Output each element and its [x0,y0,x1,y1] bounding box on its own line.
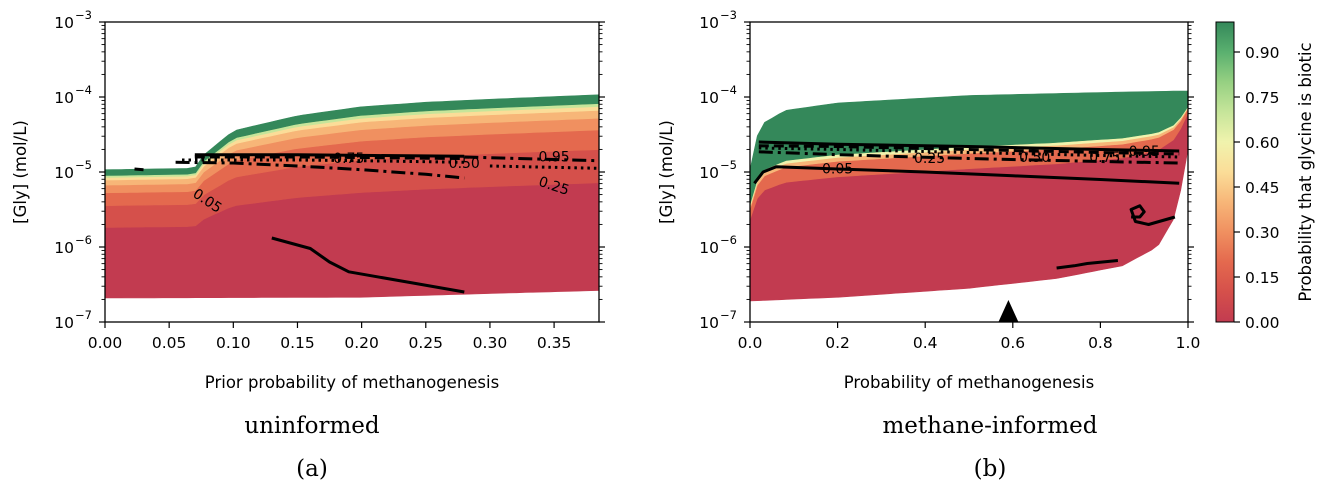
y-tick-exponent: −5 [720,158,737,172]
contour-label: 0.75 [333,151,364,167]
contour-label: 0.50 [1019,150,1050,166]
y-tick-exponent: −4 [75,83,92,97]
contour-line [464,155,599,163]
contour-label: 0.95 [1129,144,1160,160]
y-tick-exponent: −3 [75,8,92,22]
colorbar-gradient [1215,21,1235,323]
contour-label: 0.50 [449,156,480,172]
x-tick-label: 0.35 [537,334,572,352]
colorbar-tick-label: 0.00 [1245,314,1280,332]
x-tick-label: 0.30 [473,334,508,352]
panel-a: 0.05 0.75 0.50 0.95 0.25 0.00 0.05 0.10 0.15 0.2… [11,8,605,482]
triangle-marker [998,300,1019,322]
contour-label: 0.25 [914,151,945,167]
contour-line [194,153,465,158]
y-tick-exponent: −6 [75,233,92,247]
panel-b-y-ticks: 10−710−610−510−410−3 [699,8,1194,332]
y-tick-label: 10 [699,14,719,32]
probability-band [105,94,599,176]
panel-b-x-axis-label: Probability of methanogenesis [844,373,1094,392]
panel-b-contour-lines [753,140,1180,270]
x-tick-label: 0.4 [913,334,938,352]
y-tick-label: 10 [699,314,719,332]
contour-line [175,160,465,180]
y-tick-exponent: −3 [720,8,737,22]
panel-b-caption-title: methane-informed [882,413,1097,439]
colorbar-ticks: 0.00 0.15 0.30 0.45 0.60 0.75 0.90 [1234,44,1280,332]
panel-a-caption-label: (a) [296,456,328,482]
y-tick-label: 10 [54,164,74,182]
panel-a-caption-title: uninformed [244,413,380,439]
colorbar-tick-label: 0.15 [1245,269,1280,287]
x-tick-label: 0.00 [88,334,123,352]
contour-line [1129,204,1176,226]
panel-b: 0.050.25 0.50 0.75 0.95 0.0 0.2 0.4 0.6 0.8 1.0 … [657,8,1200,482]
contour-line [194,155,465,160]
y-tick-exponent: −6 [720,233,737,247]
y-tick-label: 10 [54,89,74,107]
y-tick-label: 10 [54,239,74,257]
panel-a-contour-lines [134,153,599,294]
panel-b-probability-field [750,90,1188,302]
colorbar-tick-label: 0.45 [1245,179,1280,197]
panel-a-probability-field [105,94,599,299]
colorbar-tick-label: 0.60 [1245,134,1280,152]
y-tick-label: 10 [699,239,719,257]
x-tick-label: 0.25 [409,334,444,352]
x-tick-label: 0.2 [825,334,850,352]
panel-b-contour-labels: 0.05 0.25 0.50 0.75 0.95 [822,144,1160,177]
panel-a-x-ticks: 0.00 0.05 0.10 0.15 0.20 0.25 0.30 0.35 [88,322,572,352]
panel-b-caption-label: (b) [974,456,1007,482]
x-tick-label: 0.10 [216,334,251,352]
contour-line [753,165,1180,185]
y-tick-label: 10 [699,164,719,182]
contour-label: 0.05 [822,161,853,177]
colorbar-tick-label: 0.30 [1245,224,1280,242]
colorbar-tick-label: 0.75 [1245,89,1280,107]
panel-b-x-ticks: 0.0 0.2 0.4 0.6 0.8 1.0 [738,322,1201,352]
colorbar-label: Probability that glycine is biotic [1296,42,1315,301]
panel-a-x-axis-label: Prior probability of methanogenesis [205,373,499,392]
panel-a-y-axis-label: [Gly] (mol/L) [11,120,30,224]
y-tick-exponent: −4 [720,83,737,97]
x-tick-label: 0.6 [1000,334,1025,352]
contour-line [758,146,1180,159]
contour-label: 0.95 [539,149,570,165]
contour-line [134,167,144,172]
x-tick-label: 0.8 [1088,334,1113,352]
y-tick-exponent: −7 [720,308,737,322]
y-tick-label: 10 [54,14,74,32]
panel-b-y-axis-label: [Gly] (mol/L) [657,120,676,224]
contour-line [271,236,465,294]
contour-line [1056,259,1119,270]
panel-a-y-ticks: 10−710−610−510−410−3 [54,8,605,332]
y-tick-exponent: −7 [75,308,92,322]
x-tick-label: 0.20 [344,334,379,352]
contour-line [758,150,1180,165]
y-tick-label: 10 [699,89,719,107]
panel-b-triangle-marker [998,300,1019,322]
contour-line [758,144,1180,156]
x-tick-label: 0.0 [738,334,763,352]
x-tick-label: 1.0 [1176,334,1201,352]
y-tick-exponent: −5 [75,158,92,172]
x-tick-label: 0.05 [152,334,187,352]
contour-label: 0.75 [1089,150,1120,166]
x-tick-label: 0.15 [280,334,315,352]
y-tick-label: 10 [54,314,74,332]
contour-line [758,140,1180,153]
colorbar-tick-label: 0.90 [1245,44,1280,62]
colorbar: 0.00 0.15 0.30 0.45 0.60 0.75 0.90 Probability… [1215,21,1315,332]
